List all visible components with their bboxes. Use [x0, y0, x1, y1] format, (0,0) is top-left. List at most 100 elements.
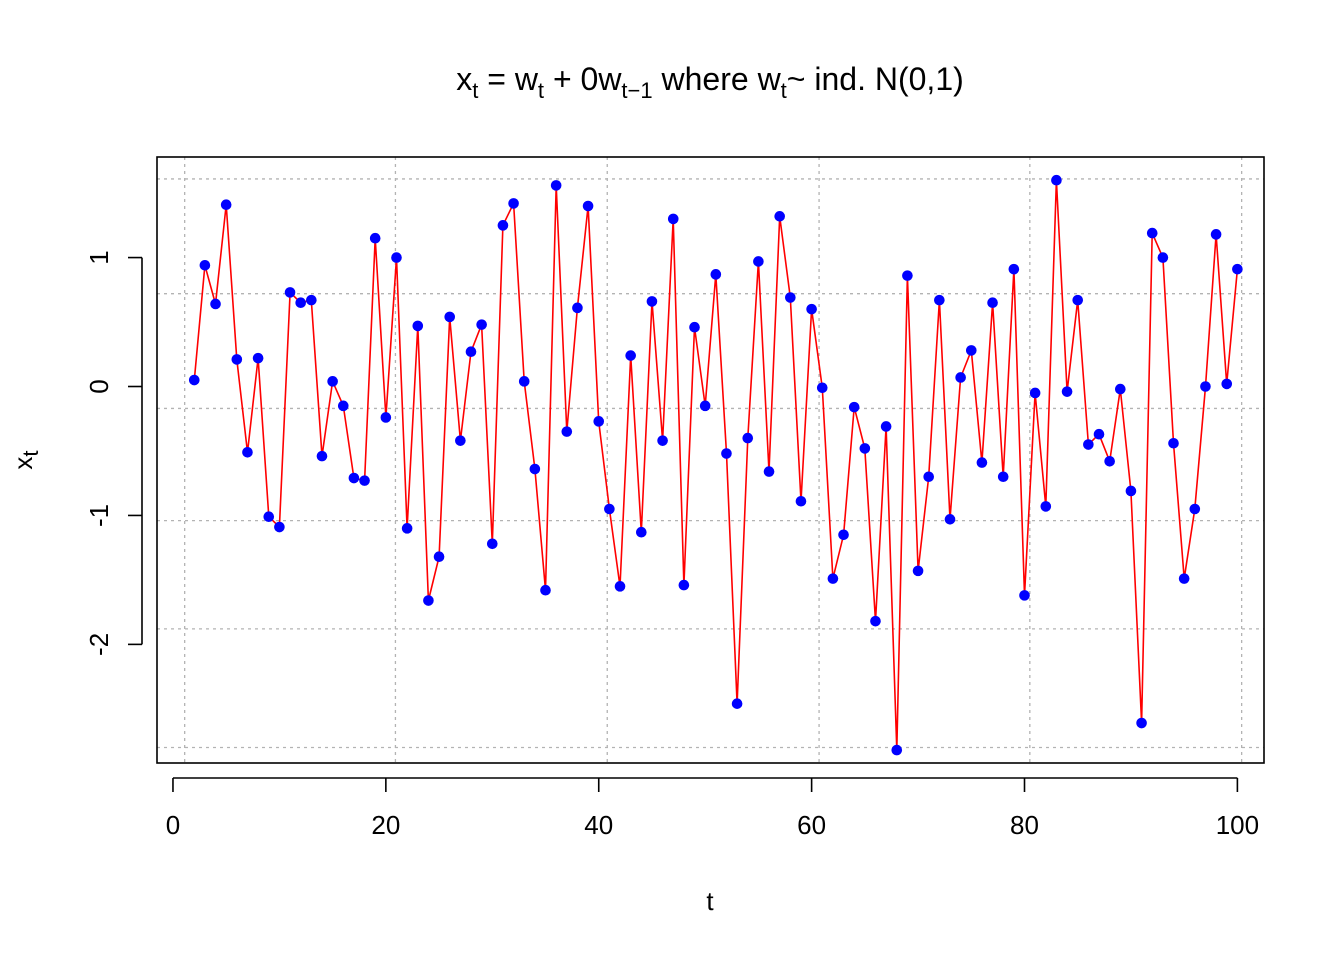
data-point [1178, 573, 1190, 584]
data-point [997, 471, 1009, 483]
x-axis: 0 20 40 60 80 100 [166, 777, 1259, 840]
data-point [1093, 428, 1105, 440]
data-point [572, 302, 583, 314]
data-point [401, 523, 413, 534]
data-points [188, 174, 1243, 756]
plot-frame [156, 156, 1265, 764]
data-point [284, 287, 296, 298]
svg-text:xt: xt [8, 450, 43, 469]
data-point [710, 269, 722, 280]
data-point [976, 457, 988, 468]
data-point [646, 296, 658, 307]
data-point [508, 198, 519, 209]
data-point [327, 376, 338, 387]
data-point [529, 463, 541, 475]
data-point [731, 698, 743, 709]
data-point [252, 352, 264, 364]
data-point [337, 400, 349, 412]
data-point [1061, 386, 1073, 397]
data-point [795, 495, 807, 507]
x-axis-title: t [706, 886, 714, 916]
data-point [220, 199, 232, 211]
svg-text:-1: -1 [84, 504, 114, 527]
data-point [476, 319, 487, 330]
data-point [934, 294, 945, 306]
data-point [785, 292, 796, 303]
data-point [348, 472, 360, 484]
data-point [667, 213, 679, 225]
x-tick-label: 100 [1216, 810, 1259, 840]
data-point [816, 382, 828, 394]
data-point [1168, 437, 1179, 449]
data-point [987, 297, 998, 308]
series-line [193, 180, 1239, 751]
data-point [1189, 503, 1201, 515]
data-point [1232, 263, 1243, 275]
data-point [455, 435, 466, 446]
data-point [1125, 485, 1137, 497]
data-point [295, 297, 306, 308]
data-point [923, 471, 935, 483]
data-point [582, 200, 594, 212]
data-point [955, 372, 966, 383]
data-point [891, 744, 903, 756]
data-point [433, 551, 445, 563]
svg-text:0: 0 [84, 379, 114, 393]
data-point [1008, 263, 1020, 275]
data-point [902, 270, 913, 281]
data-point [827, 573, 839, 584]
data-point [870, 615, 881, 627]
data-point [306, 294, 317, 306]
data-point [242, 446, 253, 458]
y-tick-label: -2 [84, 633, 114, 656]
data-point [199, 260, 211, 271]
y-axis-title: xt [8, 450, 43, 469]
data-point [636, 526, 647, 538]
data-point [912, 565, 924, 577]
x-tick-label: 20 [371, 810, 400, 840]
data-point [263, 511, 275, 523]
data-point [774, 211, 785, 222]
data-point [444, 311, 456, 323]
data-point [859, 443, 871, 454]
data-point [316, 450, 328, 462]
data-point [699, 400, 711, 412]
data-point [880, 421, 892, 432]
data-point [1051, 174, 1062, 186]
data-point [689, 321, 700, 333]
data-point [763, 466, 775, 477]
x-tick-label: 60 [797, 810, 826, 840]
data-point [550, 180, 562, 191]
data-point [412, 320, 424, 332]
data-point [1136, 717, 1147, 729]
data-point [678, 579, 690, 591]
data-point [188, 374, 200, 386]
data-point [1019, 590, 1030, 601]
data-point [1040, 501, 1052, 512]
data-point [1157, 252, 1169, 263]
svg-text:1: 1 [84, 250, 114, 264]
y-axis: -2 -1 0 1 [84, 250, 143, 656]
data-point [561, 426, 573, 437]
x-tick-label: 40 [584, 810, 613, 840]
data-point [369, 232, 381, 244]
svg-text:-2: -2 [84, 633, 114, 656]
data-point [1115, 383, 1126, 395]
data-point [721, 448, 732, 459]
data-point [1146, 227, 1158, 239]
data-point [274, 521, 285, 533]
data-point [486, 538, 498, 550]
data-point [806, 303, 817, 315]
data-point [423, 595, 434, 606]
data-point [848, 401, 860, 413]
x-tick-label: 80 [1010, 810, 1039, 840]
data-point [1210, 229, 1222, 240]
data-point [1221, 378, 1233, 390]
data-point [210, 298, 221, 310]
data-point [1083, 439, 1094, 450]
x-tick-label: 0 [166, 810, 180, 840]
data-point [231, 354, 243, 365]
grid [157, 157, 1264, 763]
data-point [1200, 381, 1211, 392]
